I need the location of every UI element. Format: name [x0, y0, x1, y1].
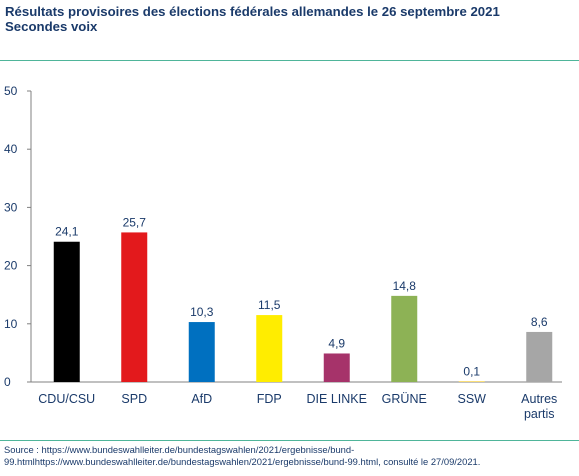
bar-3 — [256, 315, 283, 382]
category-label: CDU/CSU — [38, 392, 95, 406]
bar-value-label: 24,1 — [55, 225, 79, 239]
category-label: SSW — [458, 392, 487, 406]
category-label: SPD — [121, 392, 147, 406]
top-divider — [0, 60, 579, 61]
bar-1 — [121, 232, 148, 382]
bar-4 — [323, 353, 350, 382]
category-label: Autres — [521, 392, 557, 406]
bar-value-label: 4,9 — [328, 336, 345, 350]
bar-value-label: 0,1 — [463, 364, 480, 378]
category-label: partis — [524, 407, 555, 421]
y-tick-label: 20 — [4, 259, 18, 273]
chart-subtitle: Secondes voix — [5, 19, 98, 34]
source-note: Source : https://www.bundeswahlleiter.de… — [4, 444, 480, 468]
bar-value-label: 10,3 — [190, 305, 214, 319]
bar-value-label: 11,5 — [258, 298, 281, 312]
bar-value-label: 25,7 — [123, 215, 147, 229]
category-label: FDP — [257, 392, 282, 406]
bar-6 — [458, 381, 485, 382]
y-tick-label: 40 — [4, 142, 18, 156]
category-label: GRÜNE — [382, 392, 427, 406]
bar-7 — [526, 331, 553, 382]
y-tick-label: 50 — [4, 84, 18, 98]
bottom-divider — [0, 440, 579, 441]
bar-value-label: 8,6 — [531, 315, 548, 329]
chart-title: Résultats provisoires des élections fédé… — [5, 4, 500, 19]
y-tick-label: 0 — [4, 375, 11, 389]
bar-chart: 0 10 20 30 40 50 24,1 CDU/CSU 25,7 SPD 10,3 AfD 11,5… — [4, 84, 562, 421]
y-tick-label: 30 — [4, 200, 18, 214]
bar-value-label: 14,8 — [393, 279, 417, 293]
chart-title-block: Résultats provisoires des élections fédé… — [5, 4, 500, 34]
category-label: AfD — [191, 392, 212, 406]
source-line-1: Source : https://www.bundeswahlleiter.de… — [4, 444, 355, 455]
source-line-2: 99.htmlhttps://www.bundeswahlleiter.de/b… — [4, 456, 481, 467]
category-label: DIE LINKE — [307, 392, 367, 406]
bar-5 — [391, 295, 418, 382]
y-tick-label: 10 — [4, 317, 18, 331]
bar-2 — [188, 322, 215, 382]
bar-0 — [53, 241, 80, 382]
